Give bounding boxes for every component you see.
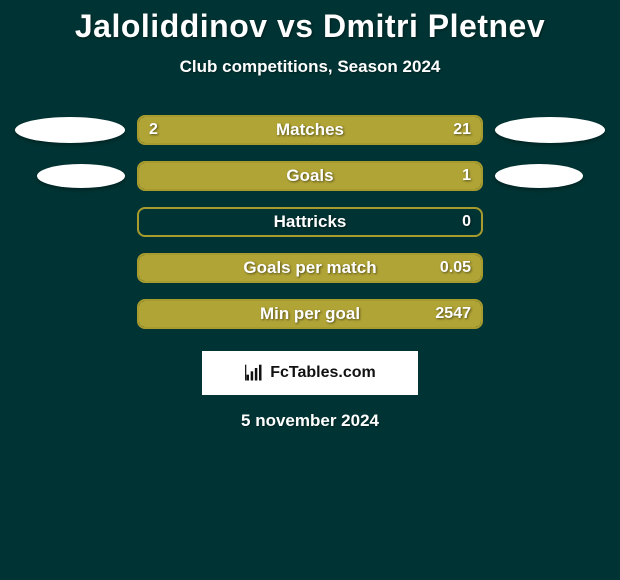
club-badge-right: [495, 164, 583, 188]
stat-value-right: 2547: [435, 301, 471, 327]
stat-row: Goals per match0.05: [0, 245, 620, 291]
stat-rows: 2Matches21 Goals1 Hattricks0 Goals per matc…: [0, 107, 620, 337]
chart-date: 5 november 2024: [0, 411, 620, 431]
stat-row: Min per goal2547: [0, 291, 620, 337]
stat-bar: Min per goal2547: [137, 299, 483, 329]
brand-text: FcTables.com: [270, 364, 376, 382]
stat-label: Hattricks: [139, 209, 481, 235]
stat-row: 2Matches21: [0, 107, 620, 153]
stat-label: Min per goal: [139, 301, 481, 327]
stat-value-right: 0: [462, 209, 471, 235]
chart-subtitle: Club competitions, Season 2024: [0, 57, 620, 77]
stat-bar: Goals per match0.05: [137, 253, 483, 283]
stat-bar: 2Matches21: [137, 115, 483, 145]
club-badge-left: [15, 117, 125, 143]
stat-bar: Goals1: [137, 161, 483, 191]
stat-label: Matches: [139, 117, 481, 143]
stat-label: Goals: [139, 163, 481, 189]
stat-value-right: 21: [453, 117, 471, 143]
stat-value-right: 1: [462, 163, 471, 189]
bar-chart-icon: [244, 363, 264, 383]
club-badge-left: [37, 164, 125, 188]
club-badge-right: [495, 117, 605, 143]
stat-row: Goals1: [0, 153, 620, 199]
stat-label: Goals per match: [139, 255, 481, 281]
stat-value-right: 0.05: [440, 255, 471, 281]
stat-bar: Hattricks0: [137, 207, 483, 237]
comparison-chart: Jaloliddinov vs Dmitri Pletnev Club comp…: [0, 0, 620, 431]
chart-title: Jaloliddinov vs Dmitri Pletnev: [0, 8, 620, 45]
stat-row: Hattricks0: [0, 199, 620, 245]
brand-box[interactable]: FcTables.com: [202, 351, 418, 395]
